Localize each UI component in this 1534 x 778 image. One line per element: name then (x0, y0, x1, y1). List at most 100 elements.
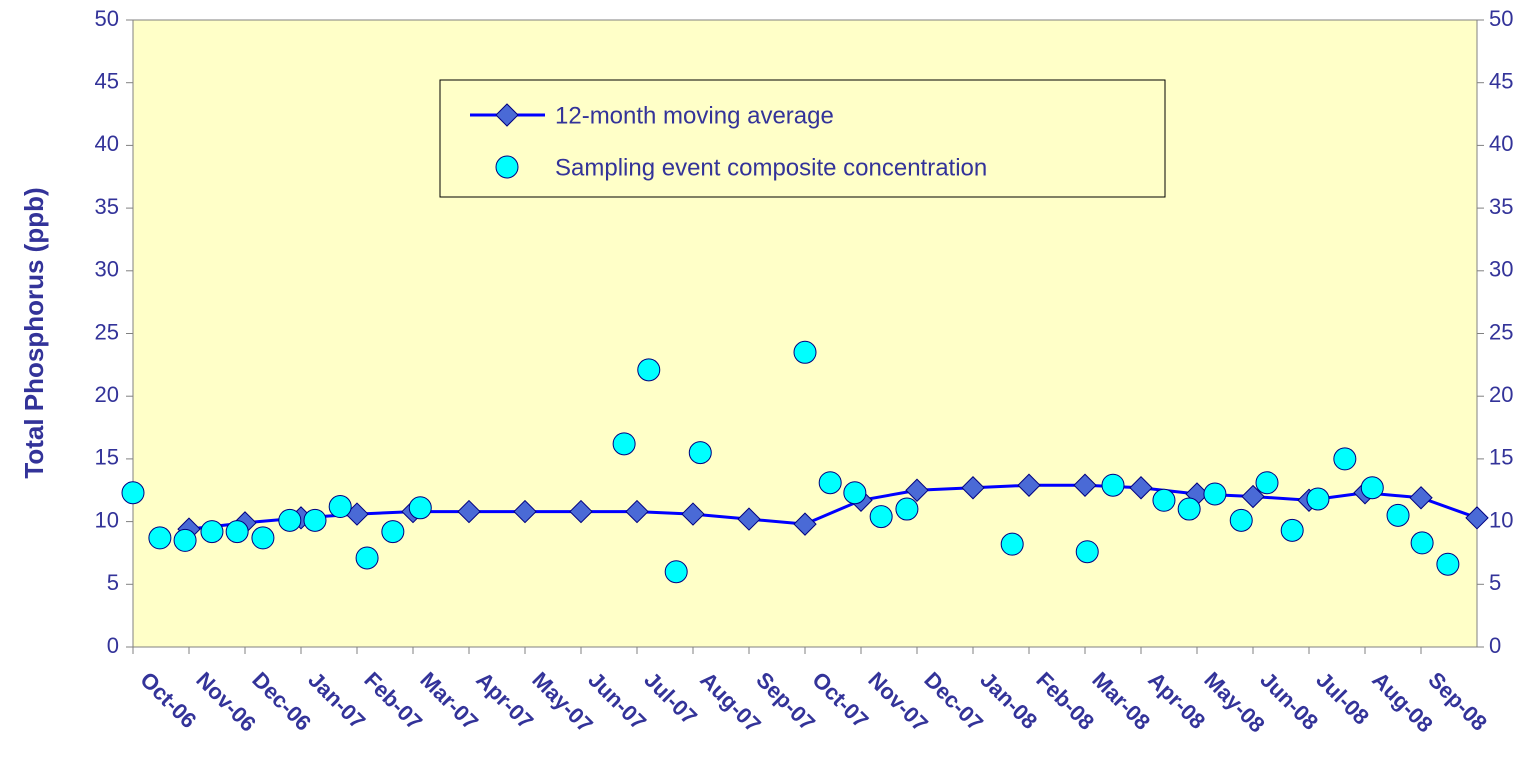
scatter-point (148, 526, 172, 550)
line-marker (513, 499, 537, 524)
line-marker (1129, 476, 1153, 500)
line-marker (905, 478, 929, 502)
scatter-point (1177, 497, 1201, 521)
y-tick-label: 50 (95, 6, 119, 31)
x-tick-label: Dec-06 (247, 667, 316, 736)
x-tick-label: Jul-07 (639, 667, 702, 730)
scatter-point (408, 496, 432, 520)
x-tick-label: Jul-08 (1311, 667, 1374, 730)
scatter-point (869, 505, 893, 529)
scatter-point (1229, 508, 1253, 532)
y2-tick-label: 40 (1489, 131, 1513, 156)
y2-tick-label: 25 (1489, 319, 1513, 344)
x-tick-label: Jun-07 (583, 667, 651, 735)
x-tick-label: Dec-07 (919, 667, 988, 736)
x-tick-label: Aug-07 (695, 667, 765, 737)
legend-box (439, 79, 1166, 198)
scatter-point (1000, 532, 1024, 556)
scatter-point (1101, 473, 1125, 497)
line-marker (457, 499, 481, 524)
legend-marker (495, 103, 519, 127)
scatter-point (381, 520, 405, 544)
y2-tick-label: 45 (1489, 69, 1513, 94)
x-tick-label: Nov-07 (863, 667, 933, 737)
scatter-point (1280, 518, 1304, 542)
x-tick-label: May-07 (527, 667, 597, 737)
x-tick-label: Sep-08 (1423, 667, 1492, 736)
scatter-point (173, 528, 197, 552)
x-tick-label: Sep-07 (751, 667, 820, 736)
y-tick-label: 20 (95, 382, 119, 407)
scatter-point (1203, 482, 1227, 506)
legend-label: Sampling event composite concentration (555, 154, 987, 181)
x-tick-label: Mar-07 (415, 667, 483, 735)
line-marker (961, 476, 985, 500)
scatter-point (328, 495, 352, 519)
y-tick-label: 40 (95, 131, 119, 156)
x-tick-label: Feb-07 (359, 667, 427, 735)
scatter-point (1152, 488, 1176, 512)
x-tick-label: Apr-08 (1143, 667, 1210, 734)
x-tick-label: Aug-08 (1367, 667, 1437, 737)
scatter-point (200, 520, 224, 544)
scatter-point (225, 520, 249, 544)
scatter-point (251, 526, 275, 550)
y2-tick-label: 0 (1489, 633, 1501, 658)
scatter-point (1410, 531, 1434, 555)
y2-tick-label: 15 (1489, 445, 1513, 470)
line-marker (569, 499, 593, 524)
scatter-point (843, 481, 867, 505)
x-tick-label: Jun-08 (1255, 667, 1323, 735)
line-marker (1409, 486, 1433, 510)
line-marker (737, 507, 761, 531)
scatter-point (818, 471, 842, 495)
scatter-point (1436, 552, 1460, 576)
line-marker (625, 499, 649, 524)
y2-tick-label: 10 (1489, 507, 1513, 532)
scatter-point (1360, 476, 1384, 500)
y-tick-label: 35 (95, 194, 119, 219)
line-marker (1017, 473, 1041, 497)
scatter-point (355, 546, 379, 570)
y-axis-title: Total Phosphorus (ppb) (19, 187, 49, 478)
y2-tick-label: 20 (1489, 382, 1513, 407)
scatter-point (303, 508, 327, 532)
scatter-point (278, 508, 302, 532)
line-marker (1073, 473, 1097, 497)
y2-tick-label: 5 (1489, 570, 1501, 595)
y-tick-label: 5 (107, 570, 119, 595)
scatter-point (793, 340, 817, 364)
line-marker (1465, 506, 1489, 530)
y2-tick-label: 30 (1489, 257, 1513, 282)
y2-tick-label: 35 (1489, 194, 1513, 219)
y-tick-label: 10 (95, 507, 119, 532)
y-tick-label: 30 (95, 257, 119, 282)
x-tick-label: Nov-06 (191, 667, 261, 737)
legend-label: 12-month moving average (555, 102, 834, 129)
x-tick-label: Jan-08 (975, 667, 1042, 734)
scatter-point (637, 358, 661, 382)
x-tick-label: May-08 (1199, 667, 1269, 737)
x-tick-label: Mar-08 (1087, 667, 1155, 735)
x-tick-label: Oct-07 (807, 667, 873, 733)
x-tick-label: Oct-06 (135, 667, 201, 733)
y-tick-label: 15 (95, 445, 119, 470)
x-tick-label: Feb-08 (1031, 667, 1099, 735)
x-tick-label: Jan-07 (303, 667, 370, 734)
scatter-point (1255, 471, 1279, 495)
line-marker (793, 512, 817, 536)
scatter-point (688, 441, 712, 465)
line-marker (1241, 484, 1265, 509)
scatter-point (1075, 540, 1099, 564)
scatter-point (1386, 503, 1410, 527)
y-tick-label: 25 (95, 319, 119, 344)
scatter-point (664, 560, 688, 584)
legend-marker (495, 155, 519, 179)
y2-tick-label: 50 (1489, 6, 1513, 31)
x-tick-label: Apr-07 (471, 667, 538, 734)
scatter-point (1333, 447, 1357, 471)
scatter-point (895, 497, 919, 521)
scatter-point (612, 432, 636, 456)
